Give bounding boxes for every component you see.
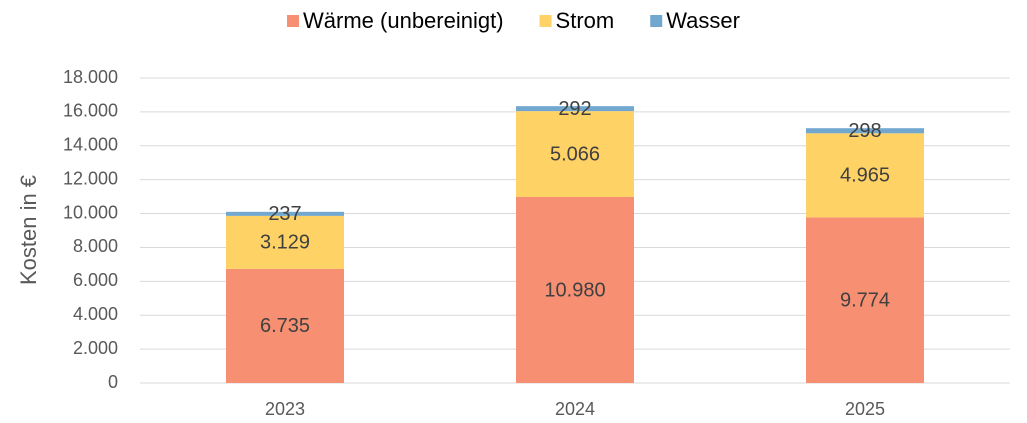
y-tick-label: 4.000 (73, 304, 118, 324)
bar-segment (226, 211, 344, 216)
bar-segment (226, 268, 344, 383)
y-tick-label: 12.000 (63, 168, 118, 188)
y-tick-label: 18.000 (63, 67, 118, 87)
y-tick-label: 2.000 (73, 338, 118, 358)
y-tick-label: 0 (108, 372, 118, 392)
y-axis-label: Kosten in € (16, 175, 41, 285)
x-tick-label: 2023 (265, 399, 305, 419)
bar-segment (806, 128, 924, 134)
y-tick-label: 8.000 (73, 236, 118, 256)
legend-swatch (650, 15, 663, 27)
legend-label: Strom (556, 8, 615, 33)
data-label: 6.735 (260, 315, 310, 337)
data-label: 298 (848, 120, 881, 142)
data-label: 292 (558, 98, 591, 120)
y-tick-label: 14.000 (63, 135, 118, 155)
y-tick-label: 16.000 (63, 101, 118, 121)
bar-segment (806, 217, 924, 383)
data-label: 4.965 (840, 165, 890, 187)
bar-segment (516, 196, 634, 383)
data-label: 10.980 (544, 279, 605, 301)
bar-segment (516, 111, 634, 197)
y-tick-label: 6.000 (73, 270, 118, 290)
data-label: 3.129 (260, 232, 310, 254)
legend-swatch (539, 15, 552, 27)
legend-label: Wasser (666, 8, 740, 33)
data-label: 5.066 (550, 143, 600, 165)
x-tick-label: 2025 (845, 399, 885, 419)
data-label: 9.774 (840, 289, 890, 311)
bar-segment (806, 133, 924, 218)
x-tick-label: 2024 (555, 399, 595, 419)
legend-label: Wärme (unbereinigt) (303, 8, 504, 33)
legend-swatch (287, 15, 300, 27)
data-label: 237 (268, 203, 301, 225)
y-tick-label: 10.000 (63, 202, 118, 222)
bar-segment (516, 106, 634, 112)
bar-segment (226, 215, 344, 269)
